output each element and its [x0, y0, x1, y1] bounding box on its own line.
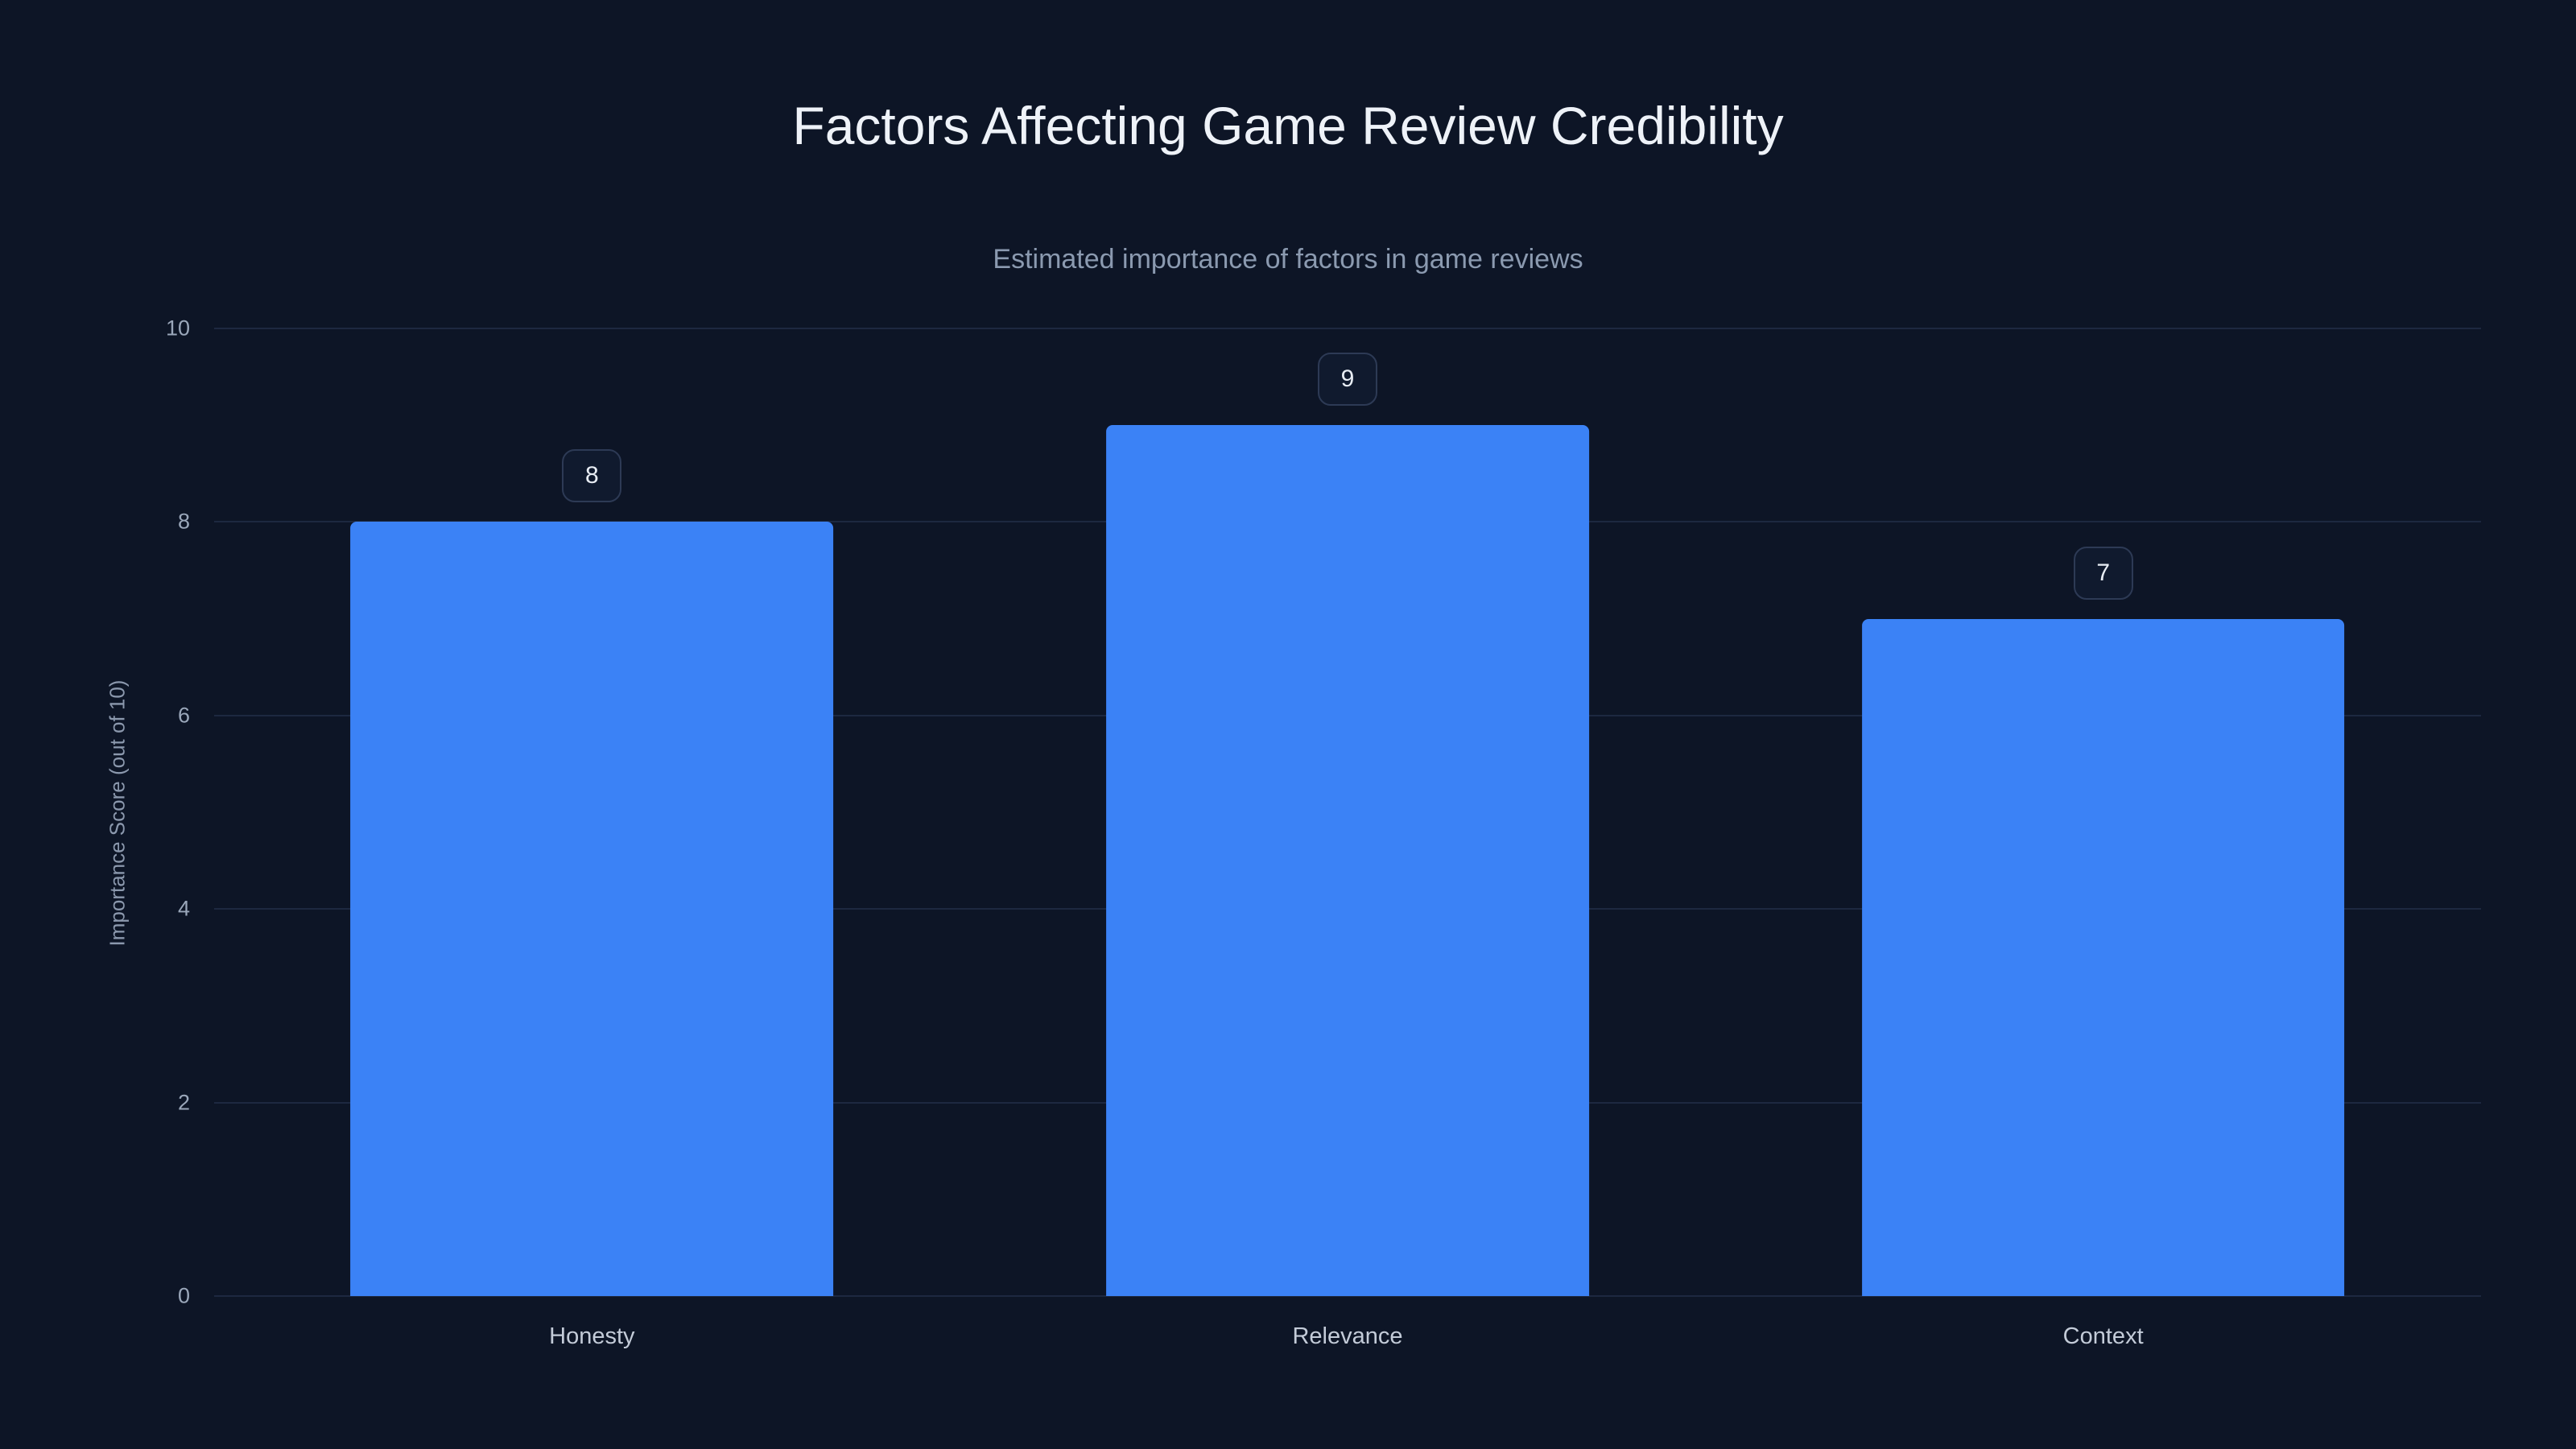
bar-value-badge: 7: [2073, 546, 2133, 600]
plot-area: 0 2 4 6 8 10 8 Honesty 9 Relevance 7 Context: [166, 316, 2481, 1349]
bar-value-badge: 8: [562, 449, 622, 503]
y-tick-label: 0: [177, 1283, 190, 1308]
y-tick-label: 4: [177, 896, 190, 921]
x-category-label: Relevance: [1292, 1323, 1403, 1349]
x-category-label: Honesty: [549, 1323, 635, 1349]
bar-relevance: [1106, 425, 1589, 1296]
y-tick-label: 8: [177, 509, 190, 534]
chart-title: Factors Affecting Game Review Credibilit…: [792, 96, 1784, 155]
x-category-label: Context: [2062, 1323, 2144, 1349]
y-tick-label: 2: [177, 1090, 190, 1115]
gridline: [214, 1295, 2481, 1297]
y-tick-label: 6: [177, 703, 190, 728]
bar-honesty: [350, 522, 834, 1296]
bar-context: [1861, 618, 2345, 1296]
gridline: [214, 328, 2481, 329]
y-tick-label: 10: [165, 316, 190, 341]
chart-subtitle: Estimated importance of factors in game …: [993, 244, 1583, 275]
bar-value-badge: 9: [1318, 353, 1377, 407]
y-axis-title: Importance Score (out of 10): [105, 679, 130, 947]
